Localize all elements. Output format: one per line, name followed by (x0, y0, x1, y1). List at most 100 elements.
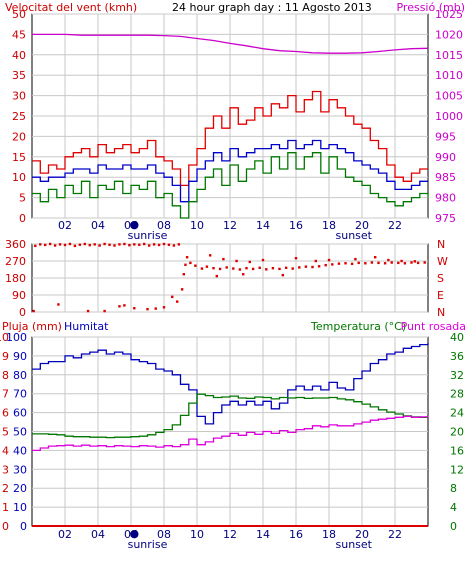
pressure-tick: 995 (435, 130, 456, 143)
direction-point (344, 262, 347, 265)
temperature-axis-label: Temperatura (°C) (310, 320, 406, 333)
direction-point (146, 307, 149, 311)
direction-point (44, 243, 47, 247)
direction-point (374, 256, 377, 259)
temperature-tick: 16 (450, 444, 464, 457)
humidity-tick: 30 (13, 463, 27, 476)
direction-point (383, 262, 387, 265)
direction-point (113, 244, 116, 247)
humidity-tick: 70 (13, 388, 27, 401)
direction-point (357, 261, 360, 265)
direction-point (78, 243, 82, 246)
sunrise-dot: ● (129, 218, 139, 231)
direction-point (171, 295, 174, 299)
wind-hour-tick: 06 (124, 219, 138, 232)
pressure-axis-label: Pressió (mb) (396, 1, 465, 14)
wind-hour-tick: 16 (289, 219, 303, 232)
direction-point (32, 309, 35, 313)
direction-point (86, 309, 90, 313)
humidity-tick: 20 (13, 482, 27, 495)
direction-point (103, 309, 106, 313)
temperature-tick: 20 (450, 426, 464, 439)
humidity-tick: 90 (13, 350, 27, 363)
direction-point (103, 242, 106, 246)
wind-speed-axis-label: Velocitat del vent (kmh) (5, 1, 137, 14)
direction-degree-tick: 180 (5, 272, 26, 285)
direction-compass-label: N (437, 238, 445, 251)
rain-tick: 6 (2, 407, 9, 420)
direction-point (185, 256, 189, 259)
direction-point (58, 243, 62, 246)
direction-point (314, 259, 317, 263)
pressure-tick: 985 (435, 171, 456, 184)
direction-point (68, 242, 72, 246)
humidity-tick: 50 (13, 426, 27, 439)
humidity-axis-label: Humitat (64, 320, 109, 333)
direction-point (331, 263, 334, 266)
direction-point (57, 303, 60, 306)
temperature-tick: 28 (450, 388, 464, 401)
wind-speed-tick: 10 (12, 171, 26, 184)
direction-point (184, 263, 187, 266)
wind-series-pressure (32, 33, 429, 54)
direction-point (133, 243, 136, 246)
temp-series-humidity (32, 342, 429, 425)
temperature-tick: 24 (450, 407, 464, 420)
wind-speed-tick: 40 (12, 49, 26, 62)
direction-point (215, 274, 218, 278)
wind-speed-tick: 5 (19, 192, 26, 205)
direction-point (108, 243, 111, 246)
direction-point (403, 262, 407, 265)
direction-point (304, 265, 308, 268)
direction-point (162, 242, 166, 246)
temp-series-dewpoint (32, 415, 429, 452)
direction-point (147, 244, 151, 247)
direction-point (225, 266, 228, 269)
direction-point (123, 304, 126, 307)
direction-point (251, 267, 255, 271)
temp-hour-tick: 08 (157, 528, 171, 541)
wind-hour-tick: 18 (322, 219, 336, 232)
wind-series-average (32, 139, 428, 203)
direction-point (118, 305, 121, 308)
temperature-tick: 40 (450, 331, 464, 344)
pressure-tick: 1020 (435, 28, 463, 41)
direction-point (189, 261, 192, 265)
pressure-tick: 1000 (435, 110, 463, 123)
direction-point (311, 265, 314, 269)
wind-speed-tick: 45 (12, 28, 26, 41)
humidity-tick: 10 (13, 501, 27, 514)
direction-point (194, 264, 197, 267)
direction-point (138, 243, 141, 246)
wind-series-gust (32, 90, 428, 187)
direction-point (271, 266, 275, 270)
direction-point (53, 244, 57, 247)
direction-point (410, 261, 413, 264)
direction-point (180, 288, 184, 291)
direction-point (177, 243, 181, 246)
temp-sunrise-marker: sunrise (128, 538, 168, 551)
direction-point (350, 262, 354, 266)
rain-tick: 9 (2, 350, 9, 363)
wind-hour-tick: 22 (388, 219, 402, 232)
direction-point (364, 262, 367, 265)
rain-tick: 5 (2, 426, 9, 439)
temperature-tick: 8 (450, 482, 457, 495)
direction-point (167, 243, 171, 246)
direction-point (63, 243, 67, 247)
direction-compass-label: E (437, 289, 444, 302)
direction-point (123, 242, 126, 246)
direction-point (238, 268, 242, 271)
direction-point (128, 243, 131, 247)
pressure-tick: 990 (435, 151, 456, 164)
humidity-tick: 60 (13, 407, 27, 420)
direction-compass-label: N (437, 306, 445, 319)
direction-point (209, 254, 212, 257)
rain-tick: 2 (2, 482, 9, 495)
rain-tick: 0 (2, 520, 9, 533)
pressure-tick: 1010 (435, 69, 463, 82)
wind-speed-tick: 25 (12, 110, 26, 123)
direction-point (73, 244, 77, 248)
wind-hour-tick: 02 (58, 219, 72, 232)
